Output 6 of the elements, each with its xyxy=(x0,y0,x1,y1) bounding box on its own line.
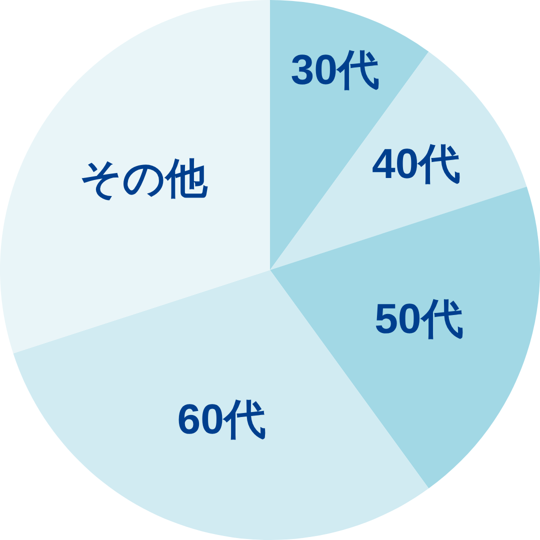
slice-label: 30代 xyxy=(290,46,380,94)
slice-label: 50代 xyxy=(374,294,464,342)
slice-label: 40代 xyxy=(372,140,461,188)
slice-label: 60代 xyxy=(177,395,266,442)
slice-label: その他 xyxy=(79,154,208,202)
pie-slice xyxy=(0,0,270,354)
